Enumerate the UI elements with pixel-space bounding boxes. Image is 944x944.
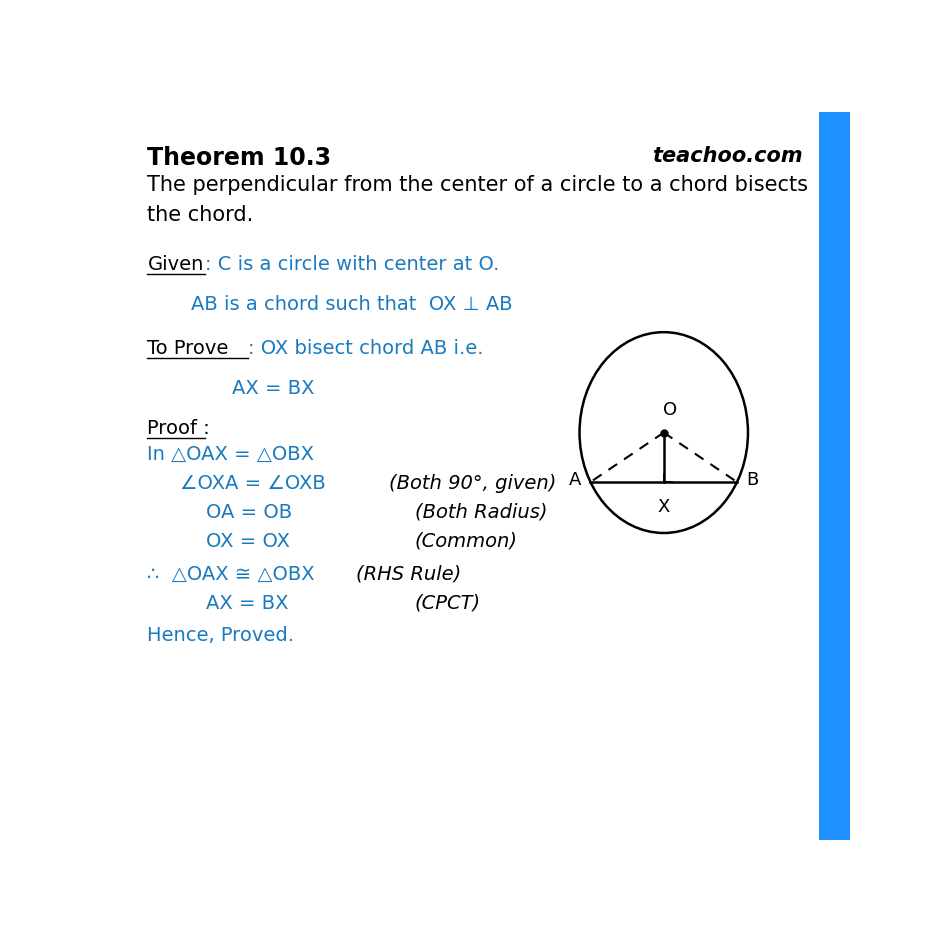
Text: Hence, Proved.: Hence, Proved. <box>147 626 295 645</box>
Text: AX = BX: AX = BX <box>206 593 288 612</box>
Text: (CPCT): (CPCT) <box>414 593 480 612</box>
Text: The perpendicular from the center of a circle to a chord bisects
the chord.: The perpendicular from the center of a c… <box>147 175 807 225</box>
Text: (Both 90°, given): (Both 90°, given) <box>389 473 556 492</box>
Text: Proof :: Proof : <box>147 418 210 438</box>
Text: In △OAX = △OBX: In △OAX = △OBX <box>147 444 314 463</box>
Text: Theorem 10.3: Theorem 10.3 <box>147 146 331 170</box>
Text: (RHS Rule): (RHS Rule) <box>356 564 461 583</box>
Text: : OX bisect chord AB i.e.: : OX bisect chord AB i.e. <box>248 339 483 358</box>
Text: (Both Radius): (Both Radius) <box>414 502 547 521</box>
Text: ∠OXA = ∠OXB: ∠OXA = ∠OXB <box>180 473 326 492</box>
Text: OA = OB: OA = OB <box>206 502 292 521</box>
Text: B: B <box>746 471 758 489</box>
Text: ∴  △OAX ≅ △OBX: ∴ △OAX ≅ △OBX <box>147 564 314 583</box>
Text: (Common): (Common) <box>414 531 517 550</box>
FancyBboxPatch shape <box>818 113 850 840</box>
Text: O: O <box>662 400 676 418</box>
Text: AB is a chord such that  OX ⊥ AB: AB is a chord such that OX ⊥ AB <box>191 295 513 314</box>
Text: Given: Given <box>147 255 204 274</box>
Text: teachoo.com: teachoo.com <box>651 146 802 166</box>
Text: : C is a circle with center at O.: : C is a circle with center at O. <box>204 255 498 274</box>
Text: AX = BX: AX = BX <box>231 379 313 397</box>
Text: A: A <box>568 471 581 489</box>
Text: X: X <box>657 497 669 515</box>
Text: To Prove: To Prove <box>147 339 228 358</box>
Text: OX = OX: OX = OX <box>206 531 290 550</box>
